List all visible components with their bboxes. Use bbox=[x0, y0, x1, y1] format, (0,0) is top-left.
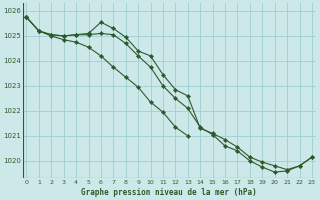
X-axis label: Graphe pression niveau de la mer (hPa): Graphe pression niveau de la mer (hPa) bbox=[81, 188, 257, 197]
